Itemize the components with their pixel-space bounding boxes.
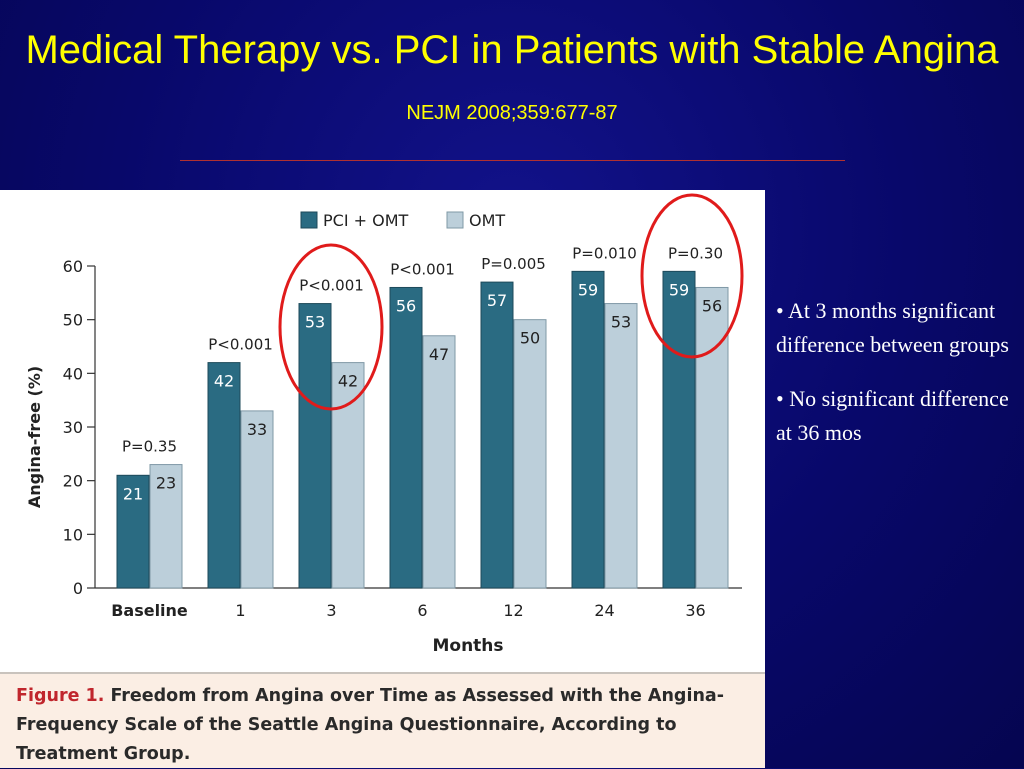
x-axis-label: Months	[432, 636, 503, 656]
y-axis-label: Angina-free (%)	[25, 366, 44, 508]
bar-omt	[422, 335, 456, 589]
chart-bars	[116, 270, 729, 589]
y-tick-label: 10	[63, 525, 83, 544]
title-citation: NEJM 2008;359:677-87	[406, 102, 618, 124]
bar-pci-omt	[662, 270, 696, 589]
figure-caption: Figure 1. Freedom from Angina over Time …	[0, 672, 765, 768]
p-value-label: P<0.001	[390, 260, 455, 278]
x-tick-label: 6	[417, 601, 427, 620]
bar-omt	[240, 410, 274, 589]
title-main: Medical Therapy vs. PCI in Patients with…	[25, 28, 999, 72]
data-label-omt: 33	[247, 420, 267, 439]
p-value-label: P=0.005	[481, 255, 546, 273]
bar-omt	[695, 286, 729, 589]
data-label-pci-omt: 42	[214, 372, 234, 391]
data-label-omt: 56	[702, 296, 722, 315]
data-label-omt: 47	[429, 345, 449, 364]
data-label-omt: 50	[520, 329, 540, 348]
bar-omt	[331, 362, 365, 589]
highlight-circle-3-months	[278, 243, 384, 411]
x-tick-label: 1	[235, 601, 245, 620]
data-label-pci-omt: 59	[669, 280, 689, 299]
bar-omt	[604, 303, 638, 589]
data-label-pci-omt: 57	[487, 291, 507, 310]
p-value-label: P<0.001	[208, 336, 273, 354]
data-label-omt: 42	[338, 372, 358, 391]
bar-pci-omt	[207, 362, 241, 589]
y-tick-label: 60	[63, 257, 83, 276]
p-value-label: P=0.010	[572, 244, 637, 262]
p-value-label: P<0.001	[299, 277, 364, 295]
legend-label-omt: OMT	[469, 211, 505, 230]
caption-label: Figure 1.	[16, 686, 105, 706]
bar-pci-omt	[480, 281, 514, 589]
chart-axes: 0 10 20 30 40 50 60 Angina-free (%) Months	[25, 257, 742, 656]
bullet-item: • At 3 months significant difference bet…	[776, 298, 1009, 357]
chart-legend: PCI + OMT OMT	[300, 211, 505, 230]
bullet-list: • At 3 months significant difference bet…	[776, 294, 1016, 470]
bar-pci-omt	[389, 286, 423, 589]
data-label-pci-omt: 53	[305, 313, 325, 332]
y-tick-label: 40	[63, 364, 83, 383]
y-tick-label: 30	[63, 418, 83, 437]
chart-labels: 21 23 P=0.35 Baseline 42 33 P<0.001 1 53 42 P<0.00…	[111, 244, 723, 620]
bar-pci-omt	[571, 270, 605, 589]
caption-text: Freedom from Angina over Time as Assesse…	[16, 686, 724, 764]
bar-pci-omt	[116, 474, 150, 589]
x-tick-label: 24	[594, 601, 614, 620]
bar-omt	[149, 464, 183, 589]
bullet-item: • No significant difference at 36 mos	[776, 386, 1009, 445]
highlight-circle-36-months	[640, 193, 744, 359]
slide-title: Medical Therapy vs. PCI in Patients with…	[0, 22, 1024, 141]
data-label-omt: 23	[156, 474, 176, 493]
x-tick-label: 12	[503, 601, 523, 620]
bar-pci-omt	[298, 303, 332, 589]
figure-panel: PCI + OMT OMT 0 10 20 30 40 50 60 Angina-free (%…	[0, 190, 765, 768]
y-tick-label: 0	[73, 579, 83, 598]
x-tick-label: 36	[685, 601, 705, 620]
x-tick-label: Baseline	[111, 601, 188, 620]
data-label-pci-omt: 59	[578, 280, 598, 299]
bar-chart: PCI + OMT OMT 0 10 20 30 40 50 60 Angina-free (%…	[25, 193, 744, 656]
title-divider	[180, 160, 845, 161]
highlight-circles	[278, 193, 744, 411]
y-tick-label: 20	[63, 472, 83, 491]
legend-swatch-omt	[446, 211, 464, 229]
legend-label-pci-omt: PCI + OMT	[323, 211, 409, 230]
p-value-label: P=0.30	[668, 244, 723, 262]
bar-omt	[513, 319, 547, 589]
data-label-pci-omt: 21	[123, 484, 143, 503]
data-label-omt: 53	[611, 313, 631, 332]
p-value-label: P=0.35	[122, 438, 177, 456]
legend-swatch-pci-omt	[300, 211, 318, 229]
y-tick-label: 50	[63, 311, 83, 330]
data-label-pci-omt: 56	[396, 296, 416, 315]
x-tick-label: 3	[326, 601, 336, 620]
